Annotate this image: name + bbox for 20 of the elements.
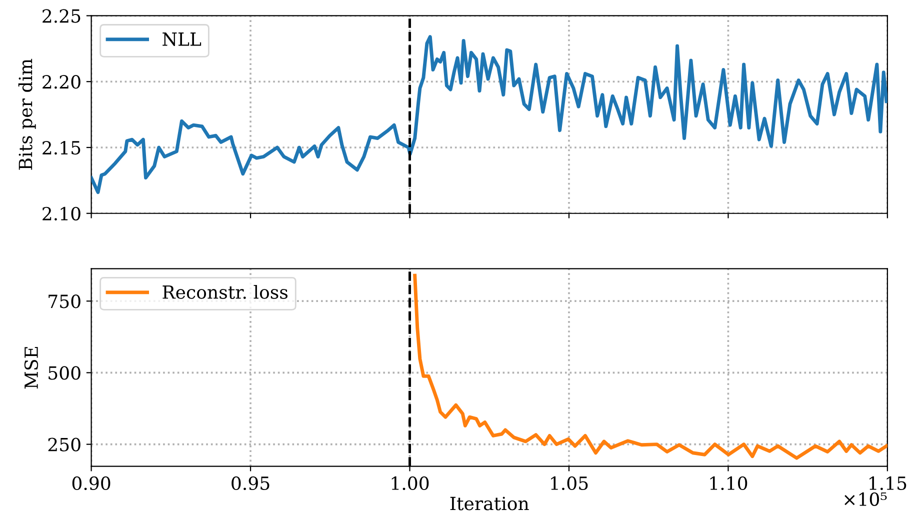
y-axis-title: MSE [24,346,38,389]
x-axis-title: Iteration [450,496,529,510]
line-series [413,274,888,460]
x-tick-label: 1.05 [551,476,588,490]
x-tick-label: 0.90 [72,476,110,490]
y-tick-label: 2.15 [42,140,80,155]
x-tick-label: 1.00 [392,476,429,490]
y-tick-label: 250 [48,438,80,452]
y-tick-label: 750 [48,294,80,308]
y-tick-label: 2.25 [42,9,80,23]
legend-label: Reconstr. loss [162,284,288,299]
x-tick-label: 1.15 [870,476,906,490]
legend-label: NLL [162,32,202,46]
y-tick-label: 2.10 [42,206,80,220]
y-axis-title: Bits per dim [18,58,36,170]
y-tick-label: 500 [48,366,80,380]
x-tick-label: 0.95 [232,476,270,490]
text: ×10⁵ [844,492,887,506]
x-tick-label: 1.10 [710,476,748,490]
y-tick-label: 2.20 [42,75,80,89]
